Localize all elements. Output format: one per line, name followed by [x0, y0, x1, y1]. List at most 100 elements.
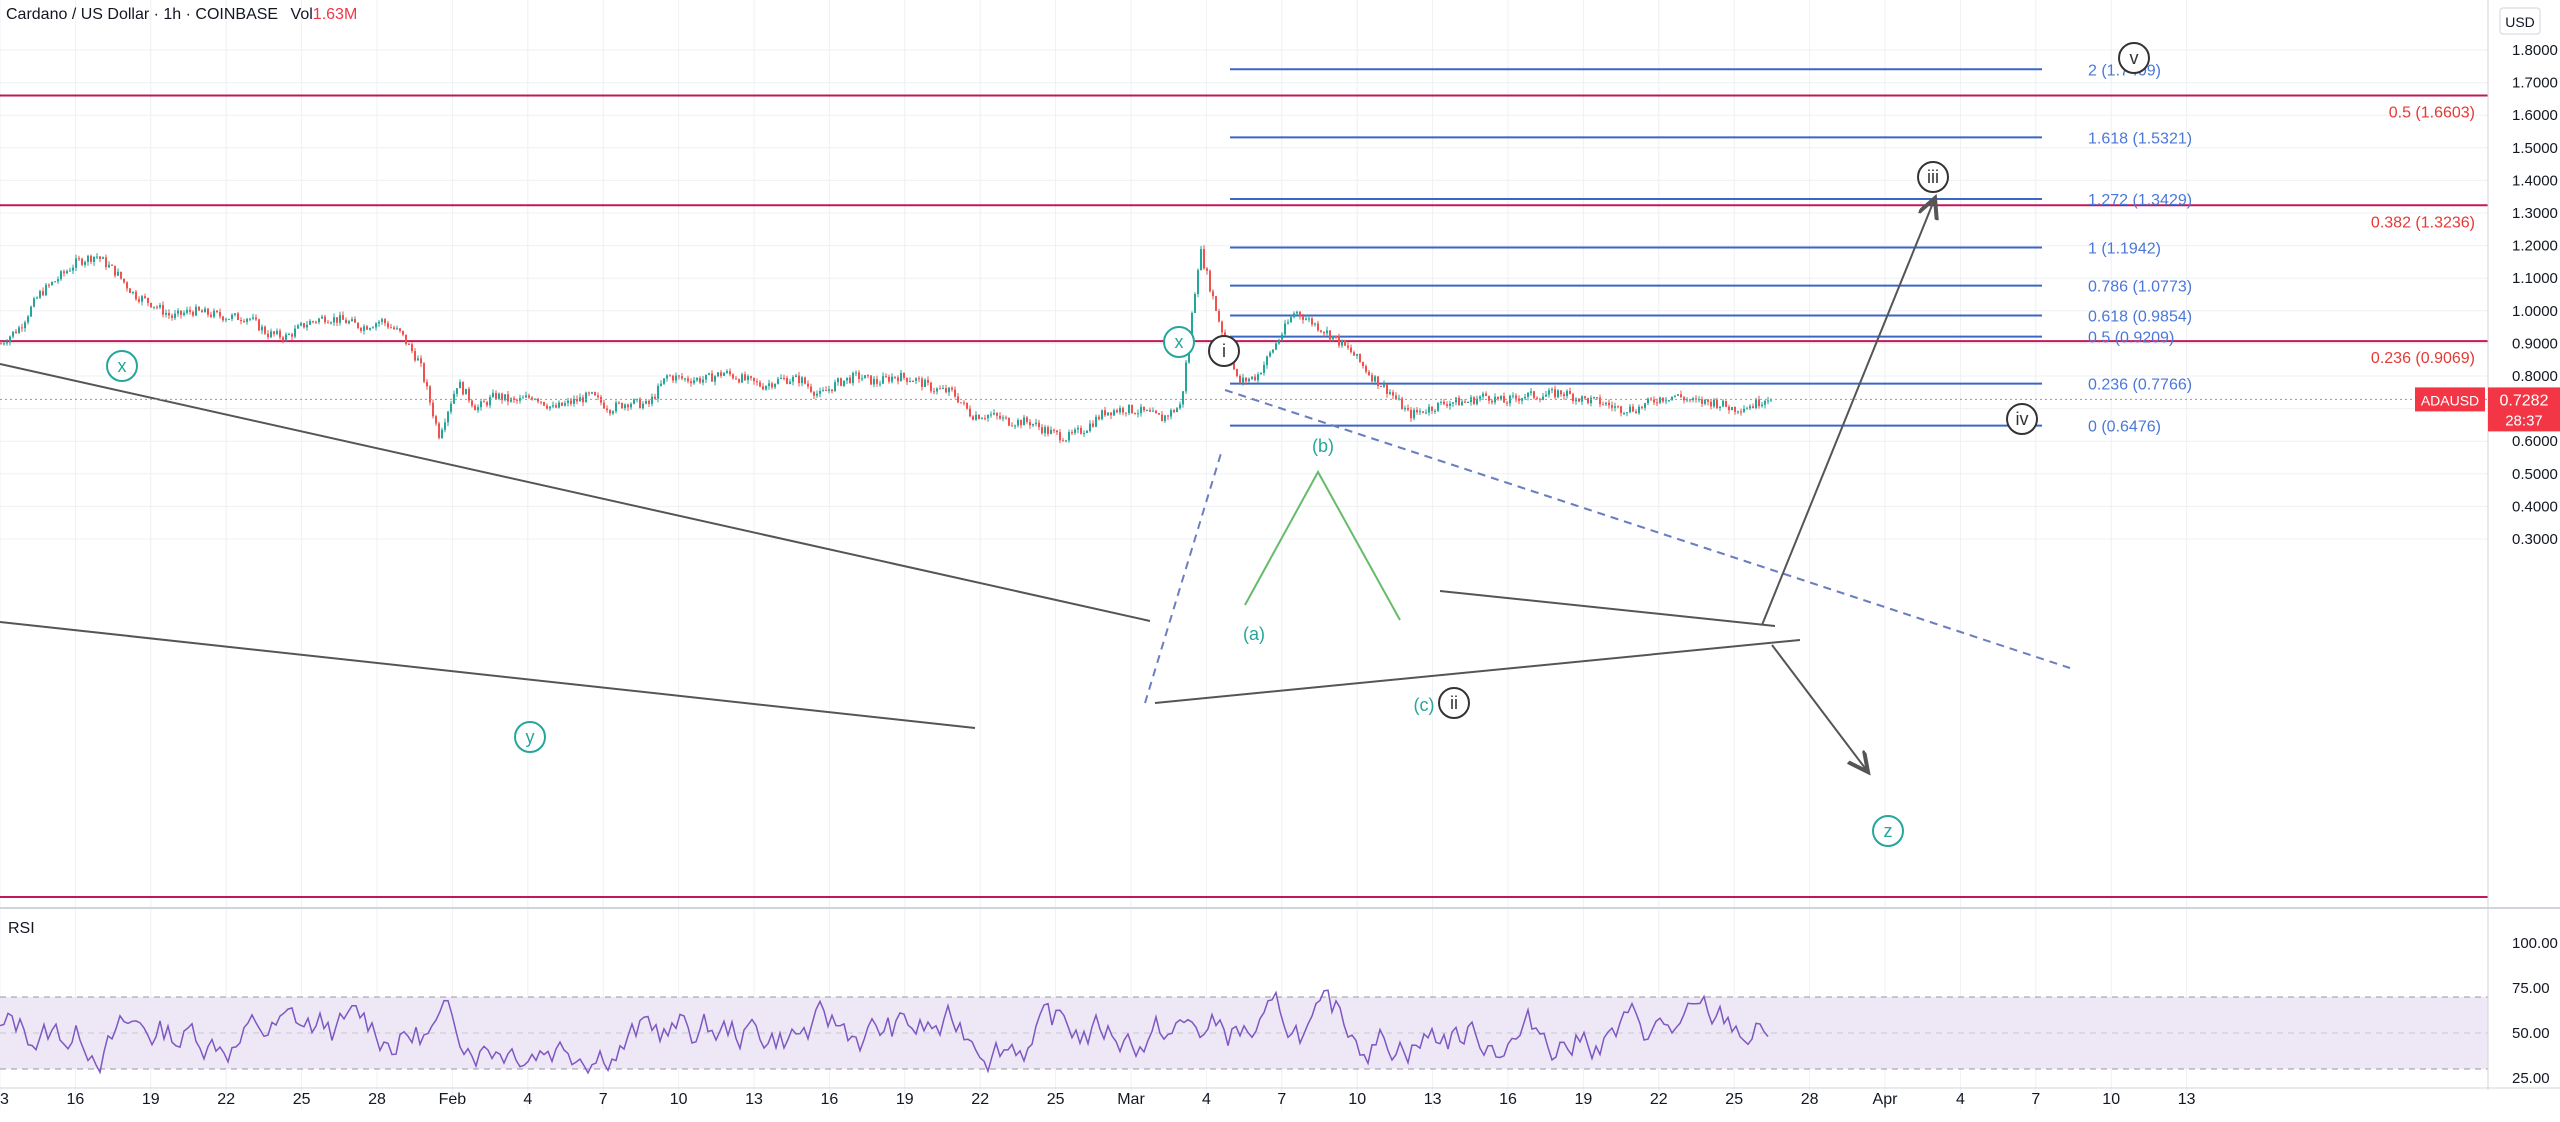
candle-body — [1131, 404, 1133, 414]
candle-body — [810, 386, 812, 392]
candle-body — [1596, 397, 1598, 399]
candle-body — [1365, 366, 1367, 372]
x-tick-label: Feb — [439, 1091, 467, 1108]
candle-body — [1434, 410, 1436, 412]
candle-body — [1506, 402, 1508, 404]
candle-body — [960, 402, 962, 404]
candle-body — [1722, 400, 1724, 407]
candle-body — [648, 400, 650, 404]
fib-label: 0.5 (0.9209) — [2088, 330, 2174, 347]
candle-body — [384, 319, 386, 324]
candle-body — [1344, 340, 1346, 346]
candle-body — [177, 310, 179, 314]
candle-body — [540, 401, 542, 403]
candle-body — [1578, 398, 1580, 402]
candle-body — [1554, 389, 1556, 398]
candle-body — [1674, 395, 1676, 397]
candle-body — [1158, 413, 1160, 415]
candle-body — [1473, 397, 1475, 405]
candle-body — [903, 372, 905, 378]
candle-body — [897, 377, 899, 382]
fib-label: 0.618 (0.9854) — [2088, 309, 2192, 326]
candle-body — [954, 389, 956, 397]
x-tick-label: 13 — [0, 1091, 9, 1108]
candle-body — [699, 378, 701, 383]
candle-body — [105, 257, 107, 268]
candle-body — [915, 378, 917, 381]
candle-body — [345, 319, 347, 324]
candle-body — [1107, 412, 1109, 416]
candle-body — [1572, 393, 1574, 402]
candle-body — [306, 324, 308, 328]
candle-body — [774, 383, 776, 388]
candle-body — [441, 429, 443, 438]
candle-body — [357, 322, 359, 329]
candle-body — [678, 375, 680, 377]
candle-body — [1281, 334, 1283, 340]
y-tick-label: 0.4000 — [2512, 498, 2558, 515]
candle-body — [1122, 407, 1124, 413]
rsi-tick-label: 25.00 — [2512, 1070, 2550, 1087]
candle-body — [1647, 398, 1649, 404]
candle-body — [1401, 398, 1403, 410]
candle-body — [114, 265, 116, 276]
wave-label-circle — [1208, 335, 1240, 367]
candle-body — [684, 378, 686, 380]
candle-body — [1038, 422, 1040, 428]
x-tick-label: 28 — [368, 1091, 386, 1108]
candle-body — [879, 383, 881, 385]
candle-body — [963, 402, 965, 404]
candle-body — [6, 342, 8, 344]
y-tick-label: 0.5000 — [2512, 466, 2558, 483]
candle-body — [1254, 376, 1256, 381]
candle-body — [99, 256, 101, 259]
candle-body — [1527, 392, 1529, 397]
y-tick-label: 1.1000 — [2512, 270, 2558, 287]
candle-body — [1443, 401, 1445, 405]
candle-body — [615, 402, 617, 412]
candle-body — [261, 326, 263, 331]
candle-body — [1272, 349, 1274, 353]
candle-body — [150, 302, 152, 308]
symbol-title: Cardano / US Dollar · 1h · COINBASE — [6, 6, 279, 23]
candle-body — [42, 291, 44, 296]
wave-label-iv: iv — [2016, 409, 2029, 429]
candle-body — [1551, 389, 1553, 391]
trend-line — [1154, 639, 1801, 704]
candle-body — [1032, 423, 1034, 426]
candle-body — [1362, 362, 1364, 367]
candle-body — [1425, 412, 1427, 414]
candle-body — [1263, 365, 1265, 373]
x-tick-label: 19 — [142, 1091, 160, 1108]
candle-body — [1026, 417, 1028, 422]
candle-body — [705, 374, 707, 380]
volume-value: 1.63M — [312, 6, 358, 23]
candle-body — [906, 377, 908, 382]
candle-body — [1761, 404, 1763, 407]
candle-body — [78, 258, 80, 260]
candle-body — [507, 394, 509, 402]
candle-body — [375, 323, 377, 328]
wave-label-circle — [1163, 326, 1195, 358]
candle-body — [1416, 409, 1418, 413]
candle-body — [1296, 311, 1298, 314]
candle-body — [276, 330, 278, 334]
candle-body — [627, 404, 629, 408]
candle-body — [201, 310, 203, 313]
candle-body — [225, 319, 227, 321]
candle-body — [654, 396, 656, 399]
candle-body — [1542, 396, 1544, 400]
candle-body — [450, 403, 452, 412]
candle-body — [477, 407, 479, 411]
candle-body — [273, 331, 275, 334]
candle-body — [426, 381, 428, 387]
candle-body — [153, 306, 155, 308]
candle-body — [552, 405, 554, 407]
candle-body — [1584, 396, 1586, 399]
candle-body — [753, 377, 755, 382]
wave-label-y: y — [526, 727, 535, 747]
candle-body — [1695, 398, 1697, 400]
candle-body — [1503, 395, 1505, 403]
